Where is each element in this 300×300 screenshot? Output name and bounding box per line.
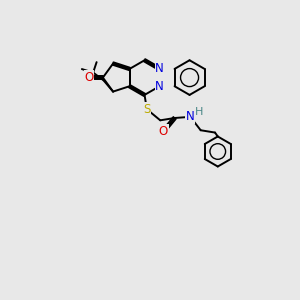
Text: N: N — [155, 80, 164, 93]
Text: O: O — [159, 125, 168, 138]
Text: H: H — [195, 107, 203, 117]
Text: O: O — [84, 71, 94, 84]
Text: N: N — [155, 62, 164, 75]
Text: S: S — [143, 103, 151, 116]
Text: N: N — [186, 110, 195, 123]
